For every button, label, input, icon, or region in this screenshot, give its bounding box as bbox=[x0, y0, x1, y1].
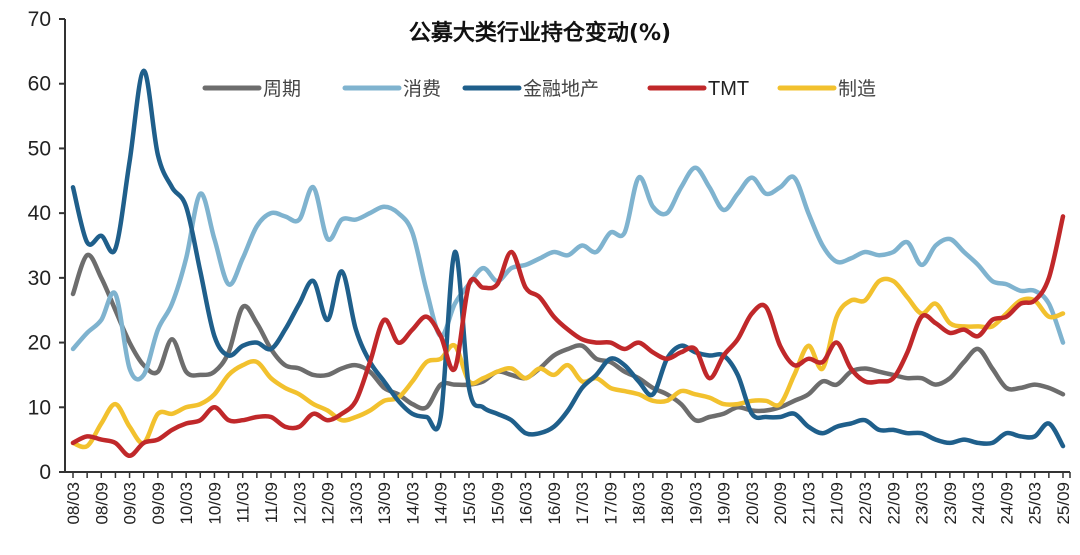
x-tick-label: 25/03 bbox=[1026, 482, 1045, 525]
x-tick-label: 22/09 bbox=[884, 482, 903, 525]
y-tick-label: 60 bbox=[28, 73, 51, 96]
x-tick-label: 21/09 bbox=[828, 482, 847, 525]
chart-title: 公募大类行业持仓变动(%) bbox=[409, 20, 671, 46]
x-tick-label: 20/03 bbox=[743, 482, 762, 525]
x-tick-label: 08/09 bbox=[92, 482, 111, 525]
x-tick-label: 23/03 bbox=[913, 482, 932, 525]
x-tick-label: 08/03 bbox=[64, 482, 83, 525]
y-tick-label: 70 bbox=[28, 8, 51, 31]
series-line-1 bbox=[70, 165, 1066, 382]
x-tick-label: 24/03 bbox=[969, 482, 988, 525]
x-tick-label: 10/03 bbox=[177, 482, 196, 525]
x-tick-label: 13/03 bbox=[347, 482, 366, 525]
x-tick-label: 13/09 bbox=[375, 482, 394, 525]
series-line-4 bbox=[70, 276, 1066, 450]
x-tick-label: 14/03 bbox=[403, 482, 422, 525]
x-tick-label: 10/09 bbox=[205, 482, 224, 525]
legend-label: TMT bbox=[708, 78, 749, 100]
x-tick-label: 19/03 bbox=[686, 482, 705, 525]
x-tick-label: 17/03 bbox=[573, 482, 592, 525]
legend-label: 周期 bbox=[263, 78, 301, 100]
x-tick-label: 23/09 bbox=[941, 482, 960, 525]
x-tick-label: 12/03 bbox=[290, 482, 309, 525]
legend-label: 消费 bbox=[403, 78, 441, 100]
x-tick-label: 16/03 bbox=[517, 482, 536, 525]
series-line-2 bbox=[70, 68, 1066, 449]
legend-label: 制造 bbox=[838, 78, 876, 100]
x-tick-label: 18/03 bbox=[630, 482, 649, 525]
series-line-3 bbox=[70, 214, 1066, 459]
x-tick-label: 15/09 bbox=[488, 482, 507, 525]
x-tick-label: 22/03 bbox=[856, 482, 875, 525]
y-tick-label: 30 bbox=[28, 267, 51, 290]
x-tick-label: 11/03 bbox=[234, 482, 253, 523]
x-tick-label: 15/03 bbox=[460, 482, 479, 525]
x-tick-label: 14/09 bbox=[432, 482, 451, 525]
x-tick-label: 19/09 bbox=[715, 482, 734, 525]
x-tick-label: 09/09 bbox=[149, 482, 168, 525]
x-tick-label: 24/09 bbox=[997, 482, 1016, 525]
series-lines bbox=[70, 68, 1066, 459]
legend: 周期 消费 金融地产 TMT 制造 bbox=[202, 78, 876, 100]
x-tick-label: 25/09 bbox=[1054, 482, 1073, 525]
x-tick-label: 12/09 bbox=[319, 482, 338, 525]
y-tick-label: 40 bbox=[28, 202, 51, 225]
x-axis: 08/03 08/09 09/03 09/09 10/03 10/09 11/03 11/09… bbox=[59, 471, 1073, 525]
y-tick-label: 10 bbox=[28, 396, 51, 419]
x-tick-label: 21/03 bbox=[799, 482, 818, 525]
x-tick-label: 16/09 bbox=[545, 482, 564, 525]
y-axis: 0 10 20 30 40 50 60 70 bbox=[28, 8, 66, 484]
x-tick-label: 09/03 bbox=[121, 482, 140, 525]
y-tick-label: 20 bbox=[28, 332, 51, 355]
x-tick-label: 11/09 bbox=[262, 482, 281, 523]
legend-label: 金融地产 bbox=[523, 78, 599, 100]
x-tick-label: 18/09 bbox=[658, 482, 677, 525]
x-tick-label: 20/09 bbox=[771, 482, 790, 525]
y-tick-label: 0 bbox=[39, 461, 51, 484]
x-tick-label: 17/09 bbox=[601, 482, 620, 525]
y-tick-label: 50 bbox=[28, 137, 51, 160]
